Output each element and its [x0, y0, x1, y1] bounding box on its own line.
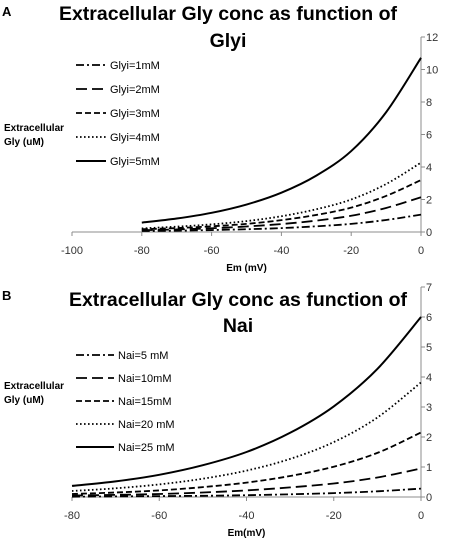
p1-chart-title-line-2: Glyi	[210, 30, 247, 52]
p1-legend-entry-1: Glyi=1mM	[110, 60, 160, 72]
p2-legend-entry-3: Nai=15mM	[118, 396, 172, 408]
p2-x-tick-label-3: -20	[326, 510, 342, 522]
p1-series-line-1	[141, 213, 422, 232]
p1-series-line-4	[141, 161, 422, 230]
p2-y-tick-label-7: 7	[426, 282, 432, 294]
p2-y-tick-label-0: 0	[426, 492, 432, 504]
p2-x-axis-label: Em(mV)	[228, 528, 266, 539]
p1-legend-entry-2: Glyi=2mM	[110, 84, 160, 96]
p2-series-line-4	[71, 381, 422, 492]
p1-legend-entry-3: Glyi=3mM	[110, 108, 160, 120]
p2-series-line-5	[71, 316, 422, 487]
p1-series-line-5	[141, 57, 422, 224]
p2-legend-entry-2: Nai=10mM	[118, 373, 172, 385]
p2-series-line-1	[71, 487, 422, 498]
p2-x-tick-label-1: -60	[151, 510, 167, 522]
p2-chart-title-line-1: Extracellular Gly conc as function of	[69, 289, 408, 311]
p2-legend-entry-5: Nai=25 mM	[118, 442, 175, 454]
p1-series-line-2	[141, 196, 422, 232]
p1-legend-entry-4: Glyi=4mM	[110, 132, 160, 144]
p2-series-line-2	[71, 467, 422, 497]
p2-legend-entry-1: Nai=5 mM	[118, 350, 168, 362]
p1-y-tick-label-1: 2	[426, 195, 432, 207]
p1-series-line-3	[141, 179, 422, 231]
p1-x-axis-label: Em (mV)	[226, 263, 267, 274]
p2-x-tick-label-2: -40	[239, 510, 255, 522]
p1-y-tick-label-5: 10	[426, 65, 438, 77]
p1-x-tick-label-2: -60	[204, 245, 220, 257]
p1-y-tick-label-0: 0	[426, 227, 432, 239]
p1-y-axis-label-line-2: Gly (uM)	[4, 137, 44, 148]
p1-panel-label: A	[2, 4, 12, 19]
p1-y-tick-label-3: 6	[426, 130, 432, 142]
p2-x-tick-label-0: -80	[64, 510, 80, 522]
p2-y-tick-label-6: 6	[426, 312, 432, 324]
p2-y-axis-label-line-1: Extracellular	[4, 381, 64, 392]
p2-series-line-3	[71, 431, 422, 495]
p2-y-axis-label-line-2: Gly (uM)	[4, 395, 44, 406]
p2-panel-label: B	[2, 288, 11, 303]
p1-y-tick-label-4: 8	[426, 97, 432, 109]
p1-x-tick-label-3: -40	[273, 245, 289, 257]
p2-y-tick-label-3: 3	[426, 402, 432, 414]
p1-y-tick-label-6: 12	[426, 32, 438, 44]
p1-x-tick-label-0: -100	[61, 245, 83, 257]
p1-y-axis-label-line-1: Extracellular	[4, 123, 64, 134]
p2-chart-title-line-2: Nai	[223, 315, 253, 337]
p1-y-tick-label-2: 4	[426, 162, 432, 174]
p2-y-tick-label-1: 1	[426, 462, 432, 474]
p1-x-tick-label-1: -80	[134, 245, 150, 257]
p1-chart-title-line-1: Extracellular Gly conc as function of	[59, 3, 398, 25]
p1-x-tick-label-5: 0	[418, 245, 424, 257]
p1-x-tick-label-4: -20	[343, 245, 359, 257]
p2-x-tick-label-4: 0	[418, 510, 424, 522]
p1-legend-entry-5: Glyi=5mM	[110, 156, 160, 168]
p2-y-tick-label-2: 2	[426, 432, 432, 444]
p2-y-tick-label-4: 4	[426, 372, 432, 384]
p2-legend-entry-4: Nai=20 mM	[118, 419, 175, 431]
p2-y-tick-label-5: 5	[426, 342, 432, 354]
